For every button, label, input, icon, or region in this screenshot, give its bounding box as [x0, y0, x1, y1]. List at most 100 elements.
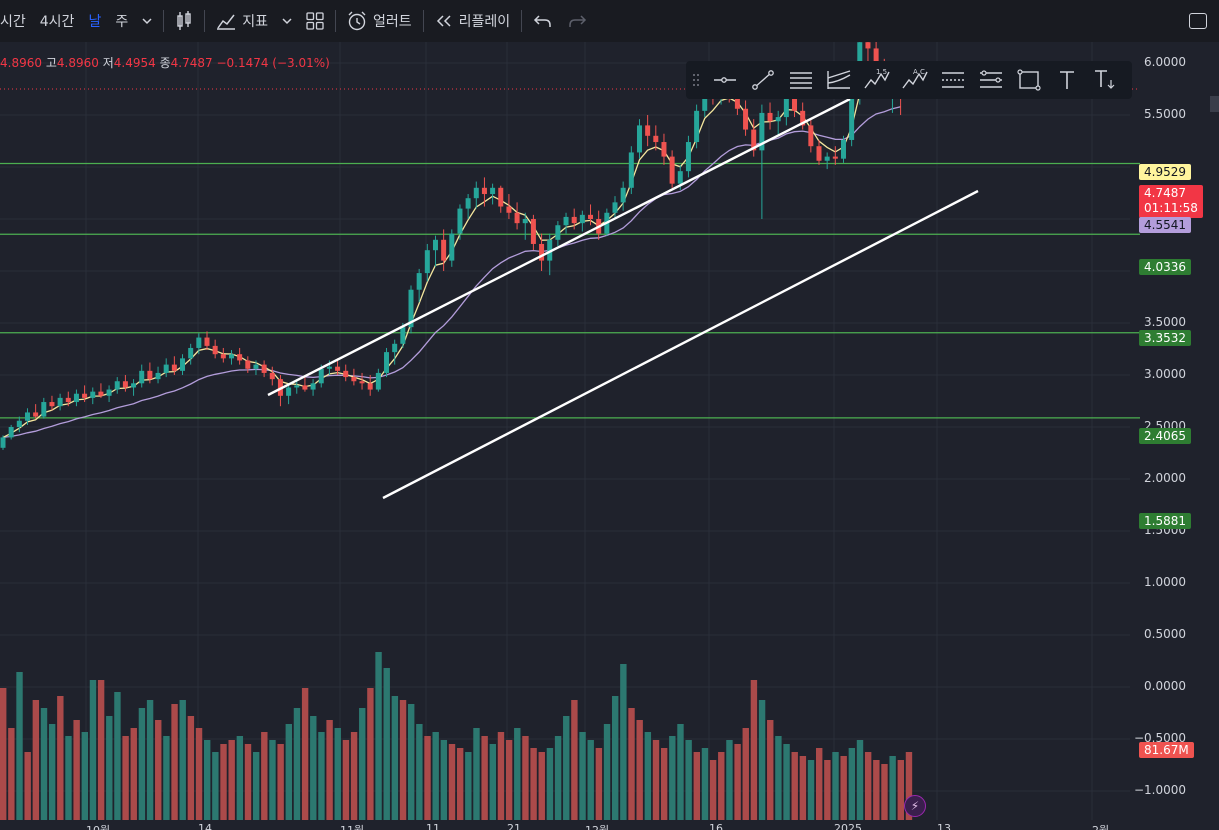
- undo-button[interactable]: [526, 0, 560, 42]
- volume-bar: [873, 760, 880, 820]
- candle-body: [98, 391, 104, 396]
- lightning-icon[interactable]: ⚡: [904, 795, 926, 817]
- candle-body: [734, 94, 740, 109]
- indicators-button[interactable]: 지표: [209, 0, 275, 42]
- volume-bar: [220, 744, 227, 820]
- volume-bar: [685, 740, 692, 820]
- interval-dropdown[interactable]: [135, 0, 159, 42]
- candle-body: [294, 385, 300, 388]
- fib-fan-tool[interactable]: [820, 63, 858, 97]
- horizontal-ray-tool[interactable]: [706, 63, 744, 97]
- ema-fast-tag: 4.9529: [1139, 164, 1191, 180]
- price-chart[interactable]: [0, 42, 1219, 830]
- candle-body: [661, 142, 667, 157]
- rectangle-tool[interactable]: [1010, 63, 1048, 97]
- candle-body: [41, 402, 47, 417]
- legend-close: 4.7487: [170, 56, 213, 70]
- price-scale-scrollbar[interactable]: [1210, 96, 1219, 112]
- fib-extension-tool[interactable]: [972, 63, 1010, 97]
- volume-bar: [146, 700, 154, 820]
- volume-bar: [277, 744, 284, 820]
- candle-body: [555, 225, 561, 240]
- abc-pattern-tool[interactable]: A C: [896, 63, 934, 97]
- candle-body: [539, 243, 545, 261]
- maximize-icon[interactable]: [1189, 13, 1207, 29]
- volume-bar: [489, 744, 496, 820]
- volume-bar: [775, 736, 782, 820]
- parallel-channel-tool[interactable]: [782, 63, 820, 97]
- channel-lower-line: [382, 189, 979, 500]
- time-axis-label: 16: [709, 822, 723, 830]
- volume-bar: [138, 708, 146, 820]
- candle-body: [392, 343, 398, 353]
- volume-bar: [359, 708, 366, 820]
- volume-bar: [856, 740, 864, 820]
- chart-background: [0, 42, 1219, 830]
- time-axis[interactable]: 10월 14 11월 11 21 12월 16 2025 13 2월: [0, 820, 1219, 830]
- volume-bar: [505, 740, 513, 820]
- interval-day[interactable]: 날: [88, 14, 102, 30]
- layout-button[interactable]: [299, 0, 331, 42]
- volume-bar: [824, 760, 831, 820]
- level-tag[interactable]: 4.0336: [1139, 259, 1191, 275]
- volume-bar: [318, 732, 325, 820]
- redo-button[interactable]: [560, 0, 594, 42]
- elliott-wave-tool[interactable]: 1 5: [858, 63, 896, 97]
- time-axis-label: 11월: [340, 822, 364, 830]
- candle-body: [685, 142, 691, 172]
- drag-handle-icon[interactable]: [686, 73, 706, 87]
- time-axis-label: 2월: [1092, 822, 1109, 830]
- volume-bar: [905, 752, 913, 820]
- alert-button[interactable]: 얼러트: [340, 0, 419, 42]
- volume-bar: [807, 760, 815, 820]
- alert-label: 얼러트: [372, 14, 412, 30]
- candle-body: [702, 87, 708, 111]
- text-settings-tool[interactable]: [1086, 63, 1124, 97]
- interval-week[interactable]: 주: [115, 14, 129, 30]
- volume-bar: [179, 700, 186, 820]
- candle-body: [416, 273, 422, 290]
- volume-bar: [799, 756, 807, 820]
- level-tag[interactable]: 3.3532: [1139, 330, 1191, 346]
- chart-type-button[interactable]: [168, 0, 200, 42]
- interval-4h[interactable]: 4시간: [39, 14, 75, 30]
- candle-body: [530, 219, 536, 244]
- replay-label: 리플레이: [458, 14, 511, 30]
- volume-bar: [709, 760, 717, 820]
- volume-bar: [399, 700, 407, 820]
- fib-retracement-tool[interactable]: [934, 63, 972, 97]
- legend-low-label: 저: [102, 56, 114, 70]
- replay-button[interactable]: 리플레이: [428, 0, 518, 42]
- time-axis-label: 12월: [585, 822, 609, 830]
- price-axis-label: 1.0000: [1144, 575, 1186, 589]
- candle-body: [24, 412, 30, 421]
- candle-body: [628, 152, 634, 188]
- trend-line-tool[interactable]: [744, 63, 782, 97]
- legend-high: 4.8960: [56, 56, 99, 70]
- volume-bar: [228, 740, 235, 820]
- volume-bar: [383, 668, 390, 820]
- price-axis-label: 3.5000: [1144, 315, 1186, 329]
- volume-bar: [448, 744, 456, 820]
- candle-body: [196, 337, 202, 348]
- indicators-dropdown[interactable]: [275, 0, 299, 42]
- candle-body: [498, 187, 504, 207]
- volume-bar: [652, 740, 660, 820]
- volume-bar: [375, 652, 382, 820]
- candle-body: [481, 187, 487, 195]
- candle-body: [547, 239, 553, 261]
- volume-bar: [554, 736, 562, 820]
- candle-body: [163, 364, 169, 373]
- level-tag[interactable]: 1.5881: [1139, 513, 1191, 529]
- volume-bar: [367, 688, 374, 820]
- legend-high-label: 고: [45, 56, 57, 70]
- volume-bar: [514, 728, 521, 820]
- volume-bar: [587, 740, 594, 820]
- volume-bar: [269, 740, 276, 820]
- volume-bar: [742, 728, 749, 820]
- candle-body: [775, 117, 781, 122]
- level-tag[interactable]: 2.4065: [1139, 428, 1191, 444]
- candle-body: [522, 219, 528, 224]
- text-tool[interactable]: [1048, 63, 1086, 97]
- interval-hours[interactable]: 시간: [0, 14, 26, 30]
